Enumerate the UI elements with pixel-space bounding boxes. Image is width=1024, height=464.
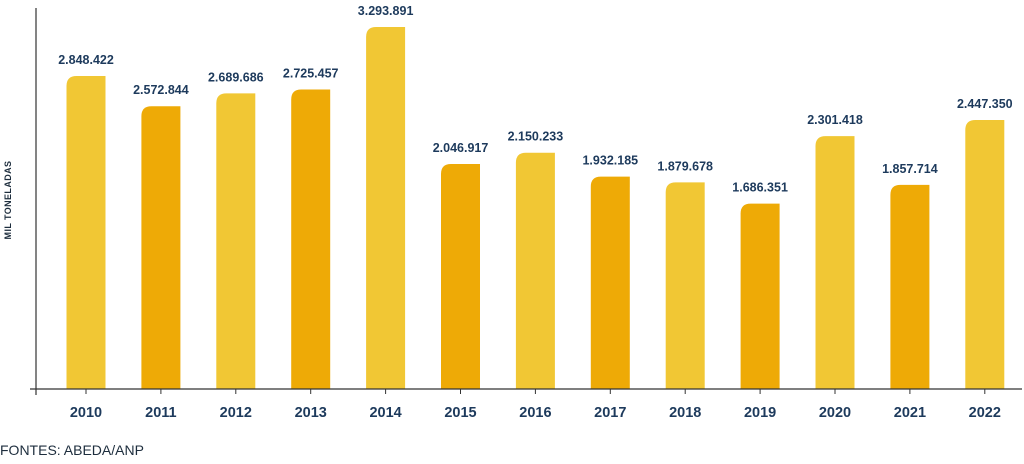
- bar-chart: 2.848.422 2.572.844 2.689.686 2.725.457 3.29…: [30, 4, 1022, 421]
- value-label-2012: 2.689.686: [208, 70, 264, 84]
- bar-2010: [66, 75, 106, 390]
- value-label-2016: 2.150.233: [508, 130, 564, 144]
- x-tick-label-2020: 2020: [819, 405, 851, 421]
- bar-2011: [141, 106, 181, 389]
- x-tick-label-2019: 2019: [744, 405, 776, 421]
- x-tick-label-2022: 2022: [969, 405, 1001, 421]
- x-tick-label-2013: 2013: [295, 405, 327, 421]
- value-label-2010: 2.848.422: [58, 53, 114, 67]
- bar-2020: [815, 136, 855, 389]
- x-tick-label-2016: 2016: [519, 405, 551, 421]
- x-tick-label-2010: 2010: [70, 405, 102, 421]
- bar-2017: [590, 176, 630, 389]
- value-label-2022: 2.447.350: [957, 97, 1013, 111]
- value-label-2017: 1.932.185: [582, 154, 638, 168]
- value-label-2019: 1.686.351: [732, 181, 788, 195]
- x-tick-label-2017: 2017: [594, 405, 626, 421]
- value-label-2013: 2.725.457: [283, 66, 339, 80]
- value-label-2015: 2.046.917: [433, 141, 489, 155]
- value-label-2014: 3.293.891: [358, 4, 414, 18]
- x-tick-label-2011: 2011: [145, 405, 176, 421]
- value-label-2011: 2.572.844: [133, 83, 189, 97]
- bars-group: [66, 27, 1005, 390]
- bar-2013: [291, 89, 331, 390]
- value-label-2020: 2.301.418: [807, 113, 863, 127]
- source-note: FONTES: ABEDA/ANP: [0, 442, 144, 458]
- bar-2019: [740, 203, 780, 389]
- bar-2014: [366, 27, 406, 389]
- bar-2022: [965, 120, 1005, 389]
- x-tick-label-2012: 2012: [220, 405, 252, 421]
- bar-2012: [216, 93, 256, 390]
- x-tick-label-2015: 2015: [444, 405, 476, 421]
- bar-2015: [441, 164, 480, 389]
- x-ticks-group: [85, 389, 986, 394]
- bar-2021: [890, 184, 930, 389]
- x-tick-label-2018: 2018: [669, 405, 701, 421]
- x-tick-label-2021: 2021: [894, 405, 926, 421]
- y-axis-label: MIL TONELADAS: [3, 160, 13, 240]
- value-label-2021: 1.857.714: [882, 162, 938, 176]
- bar-2016: [515, 152, 555, 389]
- value-labels-group: 2.848.422 2.572.844 2.689.686 2.725.457 3.29…: [58, 4, 1012, 195]
- x-tick-label-2014: 2014: [369, 405, 401, 421]
- value-label-2018: 1.879.678: [657, 159, 713, 173]
- bar-2018: [665, 182, 705, 389]
- x-tick-labels-group: 2010 2011 2012 2013 2014 2015 2016 2017 2018 2019…: [70, 405, 1001, 421]
